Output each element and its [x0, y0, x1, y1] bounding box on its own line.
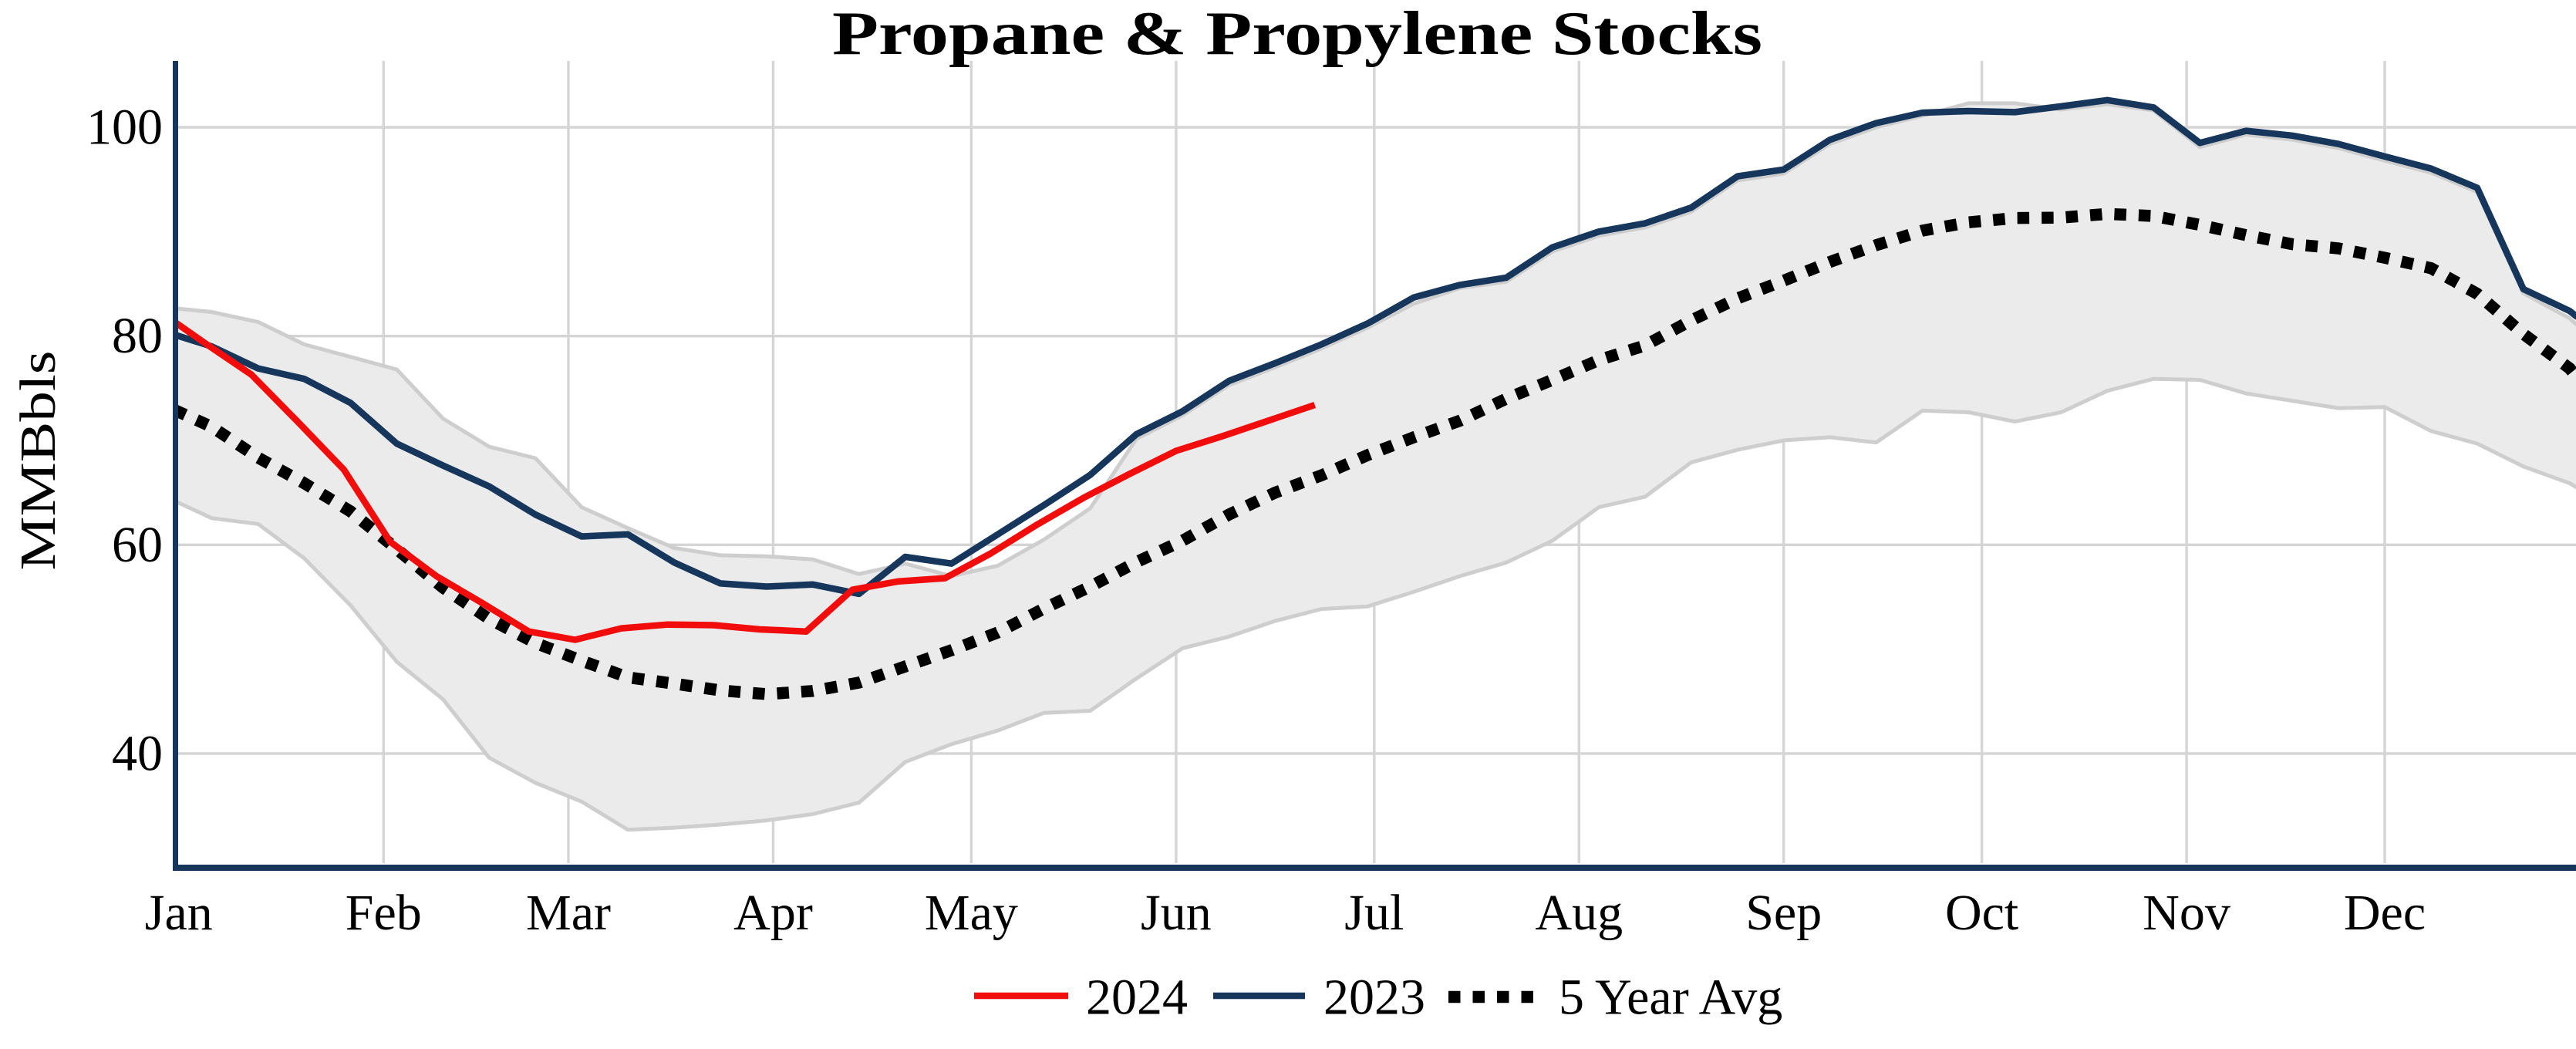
svg-text:Apr: Apr: [733, 885, 813, 941]
svg-text:Jan: Jan: [145, 885, 213, 941]
svg-text:Dec: Dec: [2344, 885, 2426, 941]
svg-text:Sep: Sep: [1745, 885, 1822, 941]
svg-text:2024: 2024: [1086, 970, 1188, 1026]
svg-text:2023: 2023: [1323, 970, 1425, 1026]
svg-text:May: May: [925, 885, 1018, 941]
svg-text:Jun: Jun: [1141, 885, 1212, 941]
svg-text:60: 60: [112, 517, 163, 573]
svg-text:80: 80: [112, 308, 163, 364]
svg-text:Oct: Oct: [1945, 885, 2018, 941]
svg-text:Mar: Mar: [526, 885, 611, 941]
svg-text:100: 100: [86, 100, 163, 156]
svg-text:Nov: Nov: [2143, 885, 2230, 941]
svg-text:Feb: Feb: [346, 885, 422, 941]
svg-text:Aug: Aug: [1535, 885, 1623, 941]
svg-text:Propane & Propylene Stocks: Propane & Propylene Stocks: [832, 0, 1762, 68]
svg-text:Jul: Jul: [1344, 885, 1404, 941]
svg-text:40: 40: [112, 726, 163, 782]
svg-text:5 Year Avg: 5 Year Avg: [1559, 970, 1782, 1026]
svg-text:MMBbls: MMBbls: [10, 351, 66, 571]
